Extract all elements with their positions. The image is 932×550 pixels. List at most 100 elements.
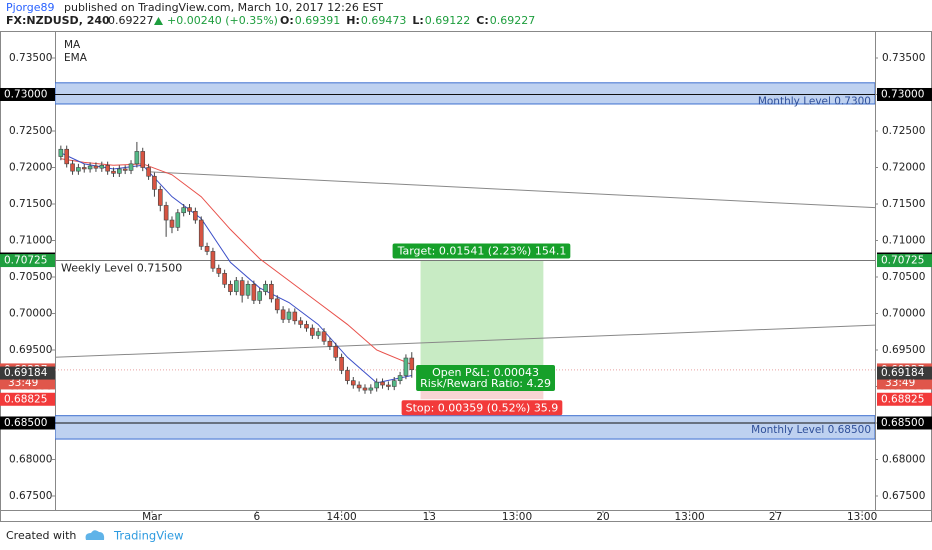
candle-body	[333, 346, 339, 358]
candle-body	[374, 381, 379, 389]
stop-label-bg	[401, 400, 563, 416]
y-tick-label: 0.68000	[882, 453, 925, 465]
x-tick-label: 13:00	[847, 511, 877, 523]
ohlc-value: 0.69391	[295, 14, 341, 27]
level-zone	[55, 415, 875, 440]
x-tick-label: 20	[596, 511, 609, 523]
ma-line	[60, 158, 412, 366]
target-label-bg	[392, 243, 571, 259]
candle-body	[350, 380, 356, 386]
price-marker-label: 0.68500	[881, 417, 924, 429]
candle-body	[198, 219, 204, 247]
symbol: FX:NZDUSD, 240	[6, 14, 110, 27]
x-tick-label: 27	[769, 511, 782, 523]
y-tick-label: 0.67500	[882, 490, 925, 502]
published: published on TradingView.com, March 10, …	[64, 1, 383, 14]
candle-body	[397, 375, 403, 381]
trendline	[149, 171, 875, 209]
candle-body	[362, 387, 368, 391]
candle-body	[87, 165, 93, 170]
candle-body	[99, 164, 105, 169]
level-label: Monthly Level 0.68500	[751, 424, 871, 436]
candle-body	[93, 165, 99, 169]
y-tick-label: 0.71000	[882, 234, 925, 246]
candle-body	[339, 356, 344, 371]
candle-body	[321, 331, 327, 342]
candle-body	[269, 283, 274, 300]
pnl-label: Open P&L: 0.00043	[432, 366, 539, 379]
candle-body	[111, 170, 116, 174]
candle-body	[380, 381, 385, 386]
y-tick-label: 0.72500	[882, 125, 925, 137]
y-tick-label: 0.71500	[9, 198, 52, 210]
candle-body	[81, 167, 87, 170]
candle-body	[204, 246, 210, 252]
countdown-bg	[877, 376, 932, 390]
x-tick-label: 6	[253, 511, 260, 523]
y-tick-label: 0.72000	[882, 161, 925, 173]
candle-body	[257, 291, 263, 301]
x-tick-label: 14:00	[326, 511, 356, 523]
candle-body	[356, 384, 362, 389]
candle-body	[216, 267, 222, 274]
countdown-bg	[0, 376, 55, 390]
candle-body	[274, 298, 280, 311]
ohlc-label: L:	[412, 14, 423, 27]
price-marker-label: 0.70725	[881, 255, 924, 267]
level-zone	[55, 82, 875, 105]
price-marker-label: 0.73000	[4, 88, 47, 100]
candle-body	[222, 273, 227, 285]
up-arrow	[154, 17, 163, 25]
ohlc-value: 0.69122	[425, 14, 471, 27]
candle-body	[304, 324, 309, 329]
x-tick-label: Mar	[142, 511, 162, 523]
price-marker	[877, 254, 932, 268]
y-tick-label: 0.69500	[9, 344, 52, 356]
price-marker	[877, 392, 932, 406]
candle-body	[117, 168, 122, 174]
legend-entry: MA	[64, 39, 81, 51]
y-tick-label: 0.72000	[9, 161, 52, 173]
candle-body	[391, 380, 397, 387]
legend-entry: EMA	[64, 52, 88, 64]
ohlc-value: 0.69473	[361, 14, 407, 27]
candle-body	[181, 207, 186, 214]
ohlc-label: H:	[346, 14, 360, 27]
ohlc-label: O:	[280, 14, 294, 27]
y-tick-label: 0.73500	[882, 52, 925, 64]
candle-body	[157, 189, 163, 206]
candle-body	[64, 148, 69, 165]
candle-body	[134, 151, 140, 165]
price-marker	[0, 392, 55, 406]
candle-body	[175, 212, 181, 228]
plot: Monthly Level 0.7300 Monthly Level 0.6850…	[55, 82, 875, 440]
logo	[85, 530, 105, 540]
candle-body	[122, 168, 128, 171]
target-label: Target: 0.01541 (2.23%) 154.1	[397, 245, 567, 258]
candle-body	[298, 320, 303, 325]
price-marker	[0, 416, 55, 430]
price-marker	[0, 254, 55, 268]
candle-body	[327, 340, 333, 347]
stop-label: Stop: 0.00359 (0.52%) 35.9	[406, 401, 559, 414]
x-tick-label: 13:00	[502, 511, 532, 523]
brand[interactable]: TradingView	[113, 529, 183, 543]
rr-label: Risk/Reward Ratio: 4.29	[420, 377, 551, 390]
y-tick-label: 0.70500	[9, 271, 52, 283]
y-tick-label: 0.72500	[9, 125, 52, 137]
candle-body	[193, 210, 198, 221]
candle-body	[280, 309, 286, 320]
change: +0.00240 (+0.35%)	[167, 14, 278, 27]
candle-body	[345, 370, 350, 381]
candle-body	[386, 384, 391, 387]
candle-body	[58, 148, 64, 157]
weekly-label: Weekly Level 0.71500	[61, 262, 182, 275]
author[interactable]: Pjorge89	[6, 1, 55, 14]
candle-body	[292, 311, 298, 322]
y-tick-label: 0.70000	[9, 307, 52, 319]
target-zone	[420, 260, 544, 374]
candle-body	[152, 175, 157, 190]
candle-body	[315, 331, 321, 336]
candle-body	[286, 311, 292, 320]
